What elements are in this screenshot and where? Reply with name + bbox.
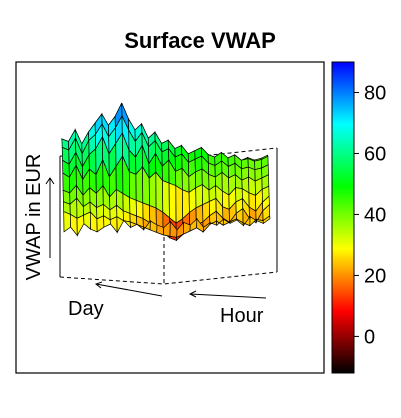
surface-facet [83,211,91,230]
surface-facet [262,215,271,225]
surface-facet [76,214,85,237]
colorbar-ticks: 0 20 40 60 80 [354,82,386,348]
surface-facet [122,220,131,229]
surface-facet [148,171,157,209]
z-axis-arrowhead [45,177,55,185]
surface-facet [135,199,144,220]
colorbar-tick-label: 0 [364,326,375,348]
day-axis-arrow [95,283,163,297]
surface-mesh [60,102,271,242]
surface-box [59,147,278,285]
colorbar-tick-label: 60 [364,143,386,165]
colorbar-tick-label: 80 [364,82,386,104]
colorbar-tick-label: 40 [364,204,386,226]
hour-axis-arrow [189,293,267,299]
chart-title: Surface VWAP [124,28,276,53]
y-axis-label: Hour [220,305,264,327]
surface-facet [63,211,71,233]
surface-facet [175,185,184,224]
x-axis-label: Day [68,298,104,320]
colorbar-tick-label: 20 [364,265,386,287]
hour-axis-arrowhead [188,290,197,298]
surface-facet [195,184,203,209]
colorbar [331,61,355,374]
surface-facet [129,197,137,217]
surface-facet [109,216,118,234]
surface-facet [96,215,105,233]
axis-arrows [45,177,267,299]
surface-facet [168,182,177,224]
plot-frame [15,61,325,374]
z-axis-label: VWAP in EUR [23,154,45,281]
surface-facet [128,171,137,201]
surface-facet [162,179,170,219]
surface-facet [69,213,78,237]
day-axis-arrowhead [94,281,103,289]
box-bottom-edge [59,271,278,285]
